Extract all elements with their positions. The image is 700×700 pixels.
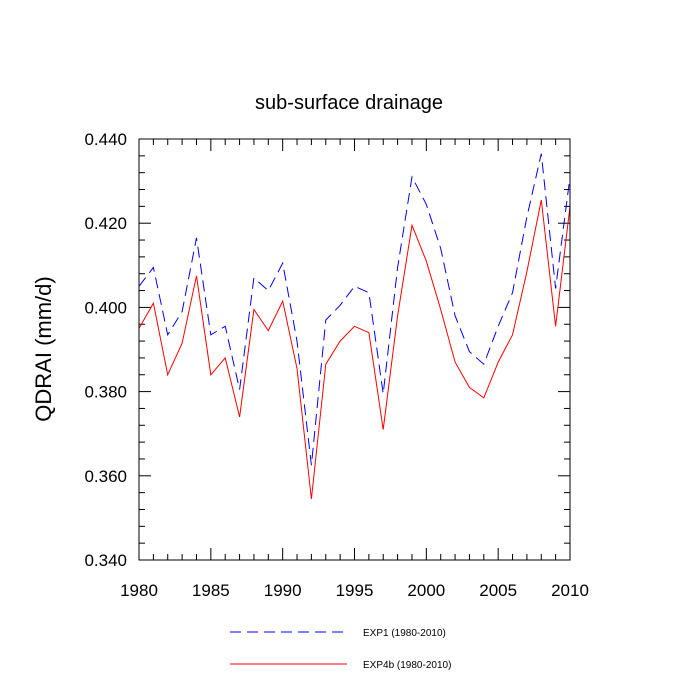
x-tick-label: 1985	[192, 581, 230, 600]
y-tick-label: 0.340	[84, 551, 127, 570]
y-tick-label: 0.440	[84, 130, 127, 149]
series-lines	[138, 153, 571, 500]
x-tick-label: 1995	[336, 581, 374, 600]
x-tick-label: 2005	[479, 581, 517, 600]
x-tick-labels: 1980 1985 1990 1995 2000 2005 2010	[120, 581, 589, 600]
y-tick-label: 0.400	[84, 298, 127, 317]
y-tick-label: 0.380	[84, 383, 127, 402]
x-tick-label: 2000	[407, 581, 445, 600]
plot-frame	[138, 138, 571, 561]
series-line-exp4b	[138, 199, 571, 500]
y-tick-label: 0.360	[84, 467, 127, 486]
y-axis-label: QDRAI (mm/d)	[31, 276, 56, 421]
x-tick-label: 2010	[551, 581, 589, 600]
y-tick-labels: 0.340 0.360 0.380 0.400 0.420 0.440	[84, 130, 127, 570]
y-tick-label: 0.420	[84, 214, 127, 233]
legend-label: EXP4b (1980-2010)	[363, 660, 451, 671]
series-line-exp1	[138, 153, 571, 466]
x-tick-label: 1990	[264, 581, 302, 600]
x-tick-label: 1980	[120, 581, 158, 600]
legend: EXP1 (1980-2010) EXP4b (1980-2010)	[230, 628, 451, 671]
legend-label: EXP1 (1980-2010)	[363, 628, 446, 639]
chart-title: sub-surface drainage	[255, 92, 443, 114]
